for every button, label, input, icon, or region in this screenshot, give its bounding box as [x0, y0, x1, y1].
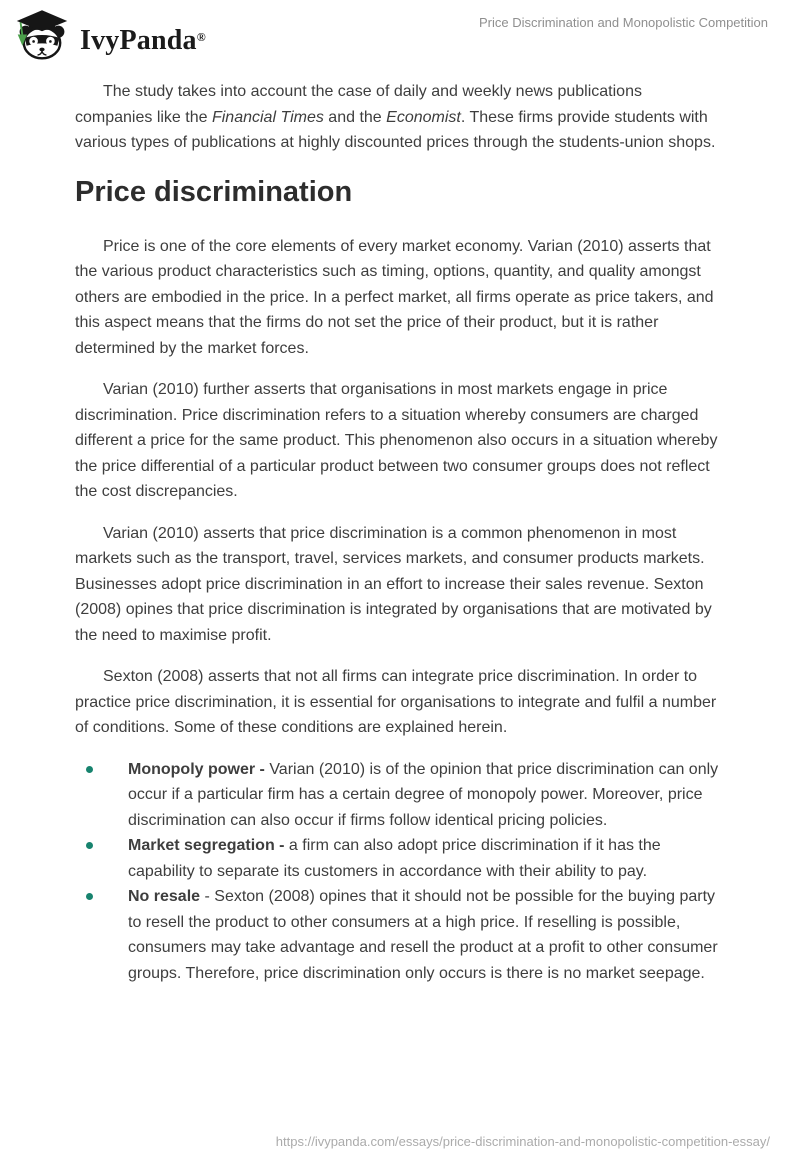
logo-text: IvyPanda® [80, 24, 206, 56]
list-item: Market segregation - a firm can also ado… [75, 833, 723, 884]
panda-graduate-icon [14, 8, 70, 67]
bullet-icon [86, 893, 93, 900]
intro-text-2: and the [323, 108, 387, 126]
bullet-text: - Sexton (2008) opines that it should no… [128, 888, 718, 982]
bullet-icon [86, 765, 93, 773]
paragraph: Varian (2010) asserts that price discrim… [75, 524, 712, 644]
intro-paragraph: The study takes into account the case of… [75, 79, 723, 156]
source-url[interactable]: https://ivypanda.com/essays/price-discri… [275, 1134, 770, 1149]
italic-title-economist: Economist [386, 108, 461, 126]
bullet-lead: No resale [128, 888, 201, 905]
bullet-lead: Market segregation - [128, 837, 285, 854]
intro-text-3: . These firms provide students with vari… [75, 108, 716, 152]
bullet-text: Varian (2010) is of the opinion that pri… [128, 760, 719, 829]
list-item: No resale - Sexton (2008) opines that it… [75, 884, 723, 986]
document-title: Price Discrimination and Monopolistic Co… [478, 15, 768, 30]
italic-title-financial-times: Financial Times [211, 108, 324, 126]
paragraph: Price is one of the core elements of eve… [75, 237, 714, 357]
registered-mark: ® [196, 29, 206, 44]
list-item: Monopoly power - Varian (2010) is of the… [75, 757, 723, 834]
page-header: IvyPanda® Price Discrimination and Monop… [0, 0, 800, 64]
bullet-icon [86, 842, 93, 849]
bullet-text: a firm can also adopt price discriminati… [128, 837, 661, 880]
section-heading: Price discrimination [75, 175, 353, 208]
intro-text-1: The study takes into account the case of… [75, 83, 642, 126]
site-logo[interactable]: IvyPanda® [14, 8, 206, 67]
paragraph: Sexton (2008) asserts that not all firms… [75, 668, 717, 736]
paragraph: Varian (2010) further asserts that organ… [75, 381, 718, 500]
page-footer: https://ivypanda.com/essays/price-discri… [276, 1134, 770, 1149]
content: The study takes into account the case of… [0, 79, 800, 986]
conditions-list: Monopoly power - Varian (2010) is of the… [75, 757, 723, 987]
bullet-lead: Monopoly power - [128, 760, 265, 778]
